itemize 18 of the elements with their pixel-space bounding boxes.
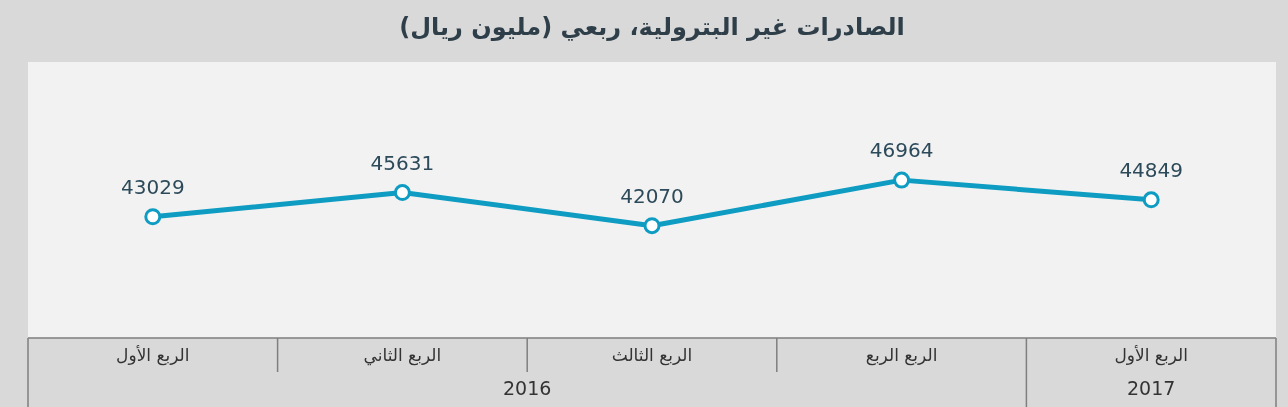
point: [893, 171, 911, 189]
x-tick-label: الربع الثالث: [611, 344, 693, 366]
data-label: 42070: [620, 183, 684, 208]
x-tick-label: الربع الأول: [116, 344, 190, 366]
data-label: 44849: [1119, 158, 1184, 183]
x-tick-label: الربع الربع: [865, 344, 938, 366]
data-label: 43029: [120, 174, 185, 199]
point: [643, 217, 661, 235]
point: [1142, 191, 1160, 209]
text: 2016: [503, 376, 552, 399]
point: [144, 208, 162, 226]
chart-title: الصادرات غير البترولية، ربعي (مليون ريال): [399, 12, 905, 41]
point: [393, 184, 411, 202]
data-label: 45631: [370, 150, 435, 175]
x-tick-label: الربع الأول: [1114, 344, 1188, 366]
data-label: 46964: [869, 138, 934, 163]
text: 2017: [1127, 376, 1176, 399]
x-tick-label: الربع الثاني: [363, 344, 442, 366]
